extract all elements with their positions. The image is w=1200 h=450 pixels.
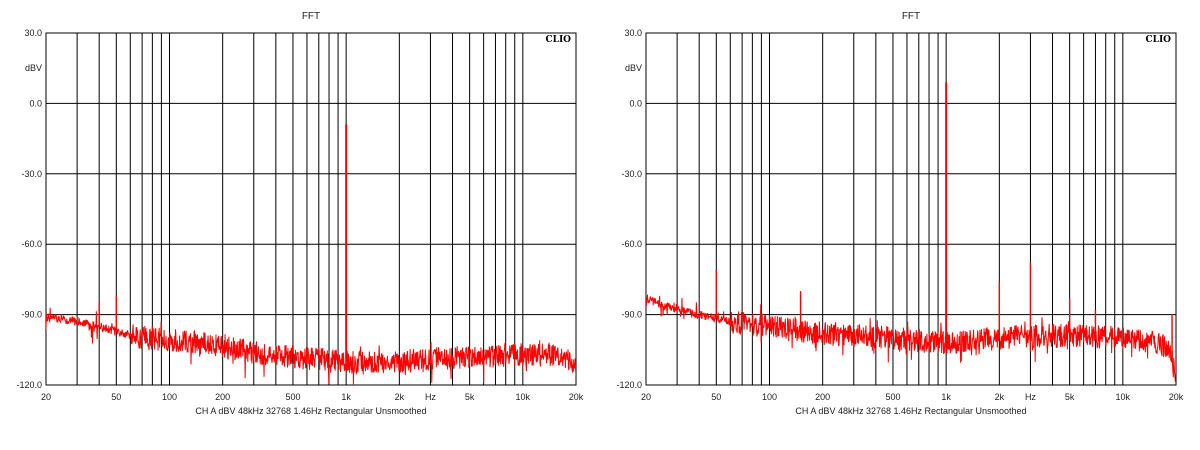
x-tick-label: 50	[711, 392, 721, 402]
x-tick-label: Hz	[425, 392, 436, 402]
x-tick-label: 5k	[465, 392, 475, 402]
x-tick-label: 20	[641, 392, 651, 402]
y-tick-label: 30.0	[24, 28, 42, 38]
horizontal-gridlines	[646, 102, 1176, 316]
x-tick-label: 1k	[341, 392, 351, 402]
y-tick-label: -60.0	[21, 239, 42, 249]
measurement-settings: CH A dBV 48kHz 32768 1.46Hz Rectangular …	[195, 406, 426, 416]
fft-chart-2: FFT 30.0 0.0 -30.0 -60.0 -90.0 -120.0 dBV 20 50 10…	[616, 11, 1183, 416]
y-axis-unit-label: dBV	[625, 63, 642, 73]
x-tick-label: 5k	[1065, 392, 1075, 402]
fft-chart-1: FFT 30.0 0.0 -30.0 -60.0 -90.0 -120.0 dBV 20 50 10…	[16, 11, 583, 416]
x-tick-label: 20k	[1169, 392, 1184, 402]
y-tick-label: -90.0	[621, 310, 642, 320]
chart-title: FFT	[302, 11, 320, 22]
chart-title: FFT	[902, 11, 920, 22]
x-tick-label: 200	[215, 392, 230, 402]
y-axis-unit-label: dBV	[25, 63, 42, 73]
x-tick-label: 1k	[941, 392, 951, 402]
clio-brand-label: CLIO	[1145, 35, 1171, 45]
spectrum-trace	[46, 307, 576, 385]
plot-area	[45, 32, 577, 386]
clio-brand-label: CLIO	[545, 35, 571, 45]
y-tick-label: -30.0	[621, 169, 642, 179]
x-tick-label: 2k	[995, 392, 1005, 402]
spectrum-trace	[646, 294, 1176, 384]
y-tick-label: -120.0	[16, 380, 42, 390]
x-tick-label: Hz	[1025, 392, 1036, 402]
y-tick-label: -30.0	[21, 169, 42, 179]
y-tick-label: 0.0	[629, 98, 642, 108]
x-tick-label: 2k	[395, 392, 405, 402]
y-tick-label: 30.0	[624, 28, 642, 38]
y-tick-label: 0.0	[29, 98, 42, 108]
x-tick-label: 50	[111, 392, 121, 402]
x-tick-label: 20k	[569, 392, 584, 402]
x-tick-label: 10k	[516, 392, 531, 402]
x-tick-label: 500	[885, 392, 900, 402]
y-tick-label: -90.0	[21, 310, 42, 320]
measurement-settings: CH A dBV 48kHz 32768 1.46Hz Rectangular …	[795, 406, 1026, 416]
x-tick-label: 100	[762, 392, 777, 402]
x-tick-label: 20	[41, 392, 51, 402]
x-tick-label: 500	[285, 392, 300, 402]
y-tick-label: -120.0	[616, 380, 642, 390]
x-tick-label: 200	[815, 392, 830, 402]
x-tick-label: 10k	[1116, 392, 1131, 402]
x-tick-label: 100	[162, 392, 177, 402]
horizontal-gridlines	[46, 102, 576, 316]
y-tick-label: -60.0	[621, 239, 642, 249]
